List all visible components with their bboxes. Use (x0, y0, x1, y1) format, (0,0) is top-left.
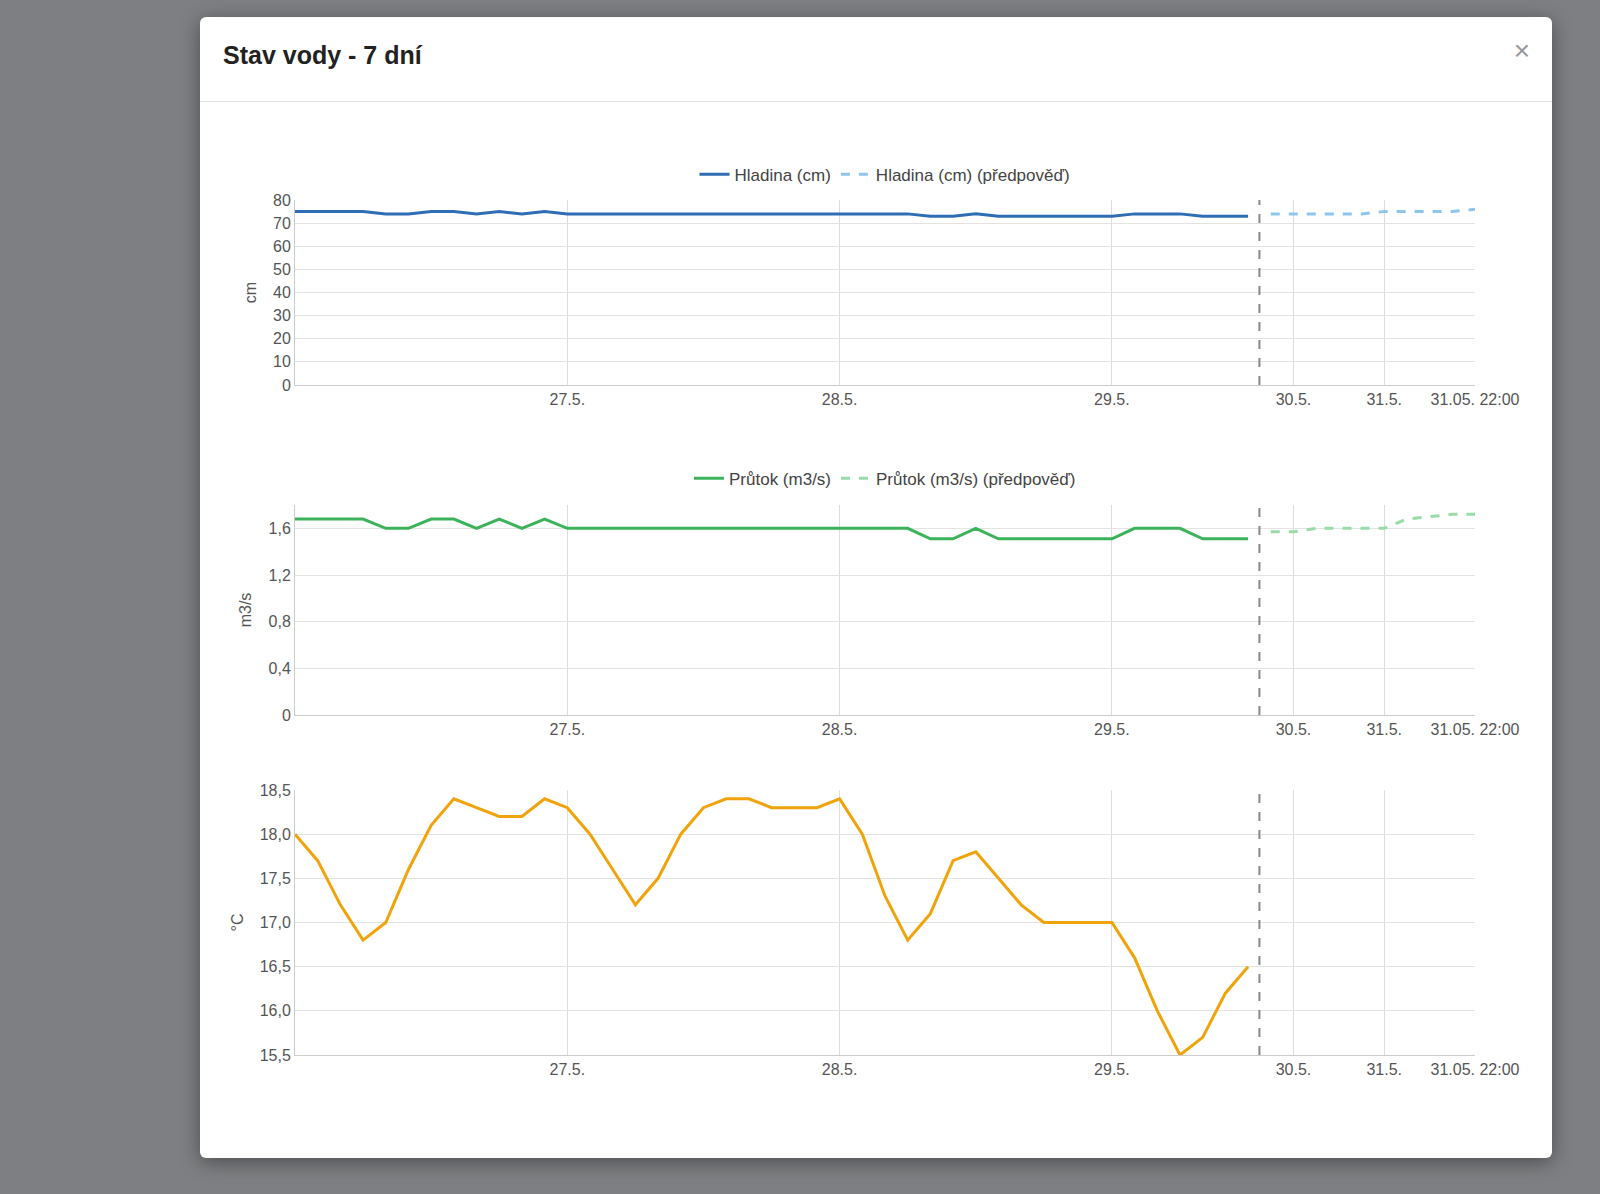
svg-text:31.05. 22:00: 31.05. 22:00 (1431, 1061, 1520, 1078)
svg-text:30: 30 (273, 307, 291, 324)
svg-text:27.5.: 27.5. (550, 1061, 586, 1078)
html-text:Stav vody - 7 dní: Stav vody - 7 dní (223, 41, 422, 69)
svg-text:30.5.: 30.5. (1276, 1061, 1312, 1078)
svg-text:30.5.: 30.5. (1276, 721, 1312, 738)
svg-text:27.5.: 27.5. (550, 391, 586, 408)
svg-text:17,0: 17,0 (260, 914, 291, 931)
svg-text:1,2: 1,2 (269, 567, 291, 584)
svg-text:30.5.: 30.5. (1276, 391, 1312, 408)
svg-text:Průtok (m3/s): Průtok (m3/s) (729, 470, 831, 489)
svg-text:70: 70 (273, 215, 291, 232)
svg-text:Hladina (cm) (předpověď): Hladina (cm) (předpověď) (876, 166, 1070, 185)
svg-text:18,0: 18,0 (260, 826, 291, 843)
svg-text:18,5: 18,5 (260, 782, 291, 799)
svg-text:29.5.: 29.5. (1094, 721, 1130, 738)
svg-text:15,5: 15,5 (260, 1047, 291, 1064)
svg-text:40: 40 (273, 284, 291, 301)
svg-text:29.5.: 29.5. (1094, 1061, 1130, 1078)
svg-text:28.5.: 28.5. (822, 1061, 858, 1078)
svg-text:Průtok (m3/s) (předpověď): Průtok (m3/s) (předpověď) (876, 470, 1075, 489)
svg-text:°C: °C (229, 914, 246, 932)
svg-text:50: 50 (273, 261, 291, 278)
svg-text:31.05. 22:00: 31.05. 22:00 (1431, 391, 1520, 408)
svg-text:16,5: 16,5 (260, 958, 291, 975)
svg-text:0: 0 (282, 377, 291, 394)
svg-text:28.5.: 28.5. (822, 391, 858, 408)
svg-text:80: 80 (273, 192, 291, 209)
svg-text:31.5.: 31.5. (1366, 1061, 1402, 1078)
svg-text:31.5.: 31.5. (1366, 391, 1402, 408)
svg-text:27.5.: 27.5. (550, 721, 586, 738)
svg-text:60: 60 (273, 238, 291, 255)
svg-text:16,0: 16,0 (260, 1002, 291, 1019)
svg-text:17,5: 17,5 (260, 870, 291, 887)
svg-text:0: 0 (282, 707, 291, 724)
svg-text:0,4: 0,4 (269, 660, 291, 677)
svg-text:10: 10 (273, 353, 291, 370)
svg-text:20: 20 (273, 330, 291, 347)
svg-text:29.5.: 29.5. (1094, 391, 1130, 408)
svg-text:m3/s: m3/s (237, 593, 254, 628)
svg-text:28.5.: 28.5. (822, 721, 858, 738)
svg-text:1,6: 1,6 (269, 520, 291, 537)
svg-text:31.5.: 31.5. (1366, 721, 1402, 738)
svg-text:cm: cm (242, 282, 259, 303)
svg-text:0,8: 0,8 (269, 613, 291, 630)
svg-text:31.05. 22:00: 31.05. 22:00 (1431, 721, 1520, 738)
svg-text:Hladina (cm): Hladina (cm) (735, 166, 831, 185)
